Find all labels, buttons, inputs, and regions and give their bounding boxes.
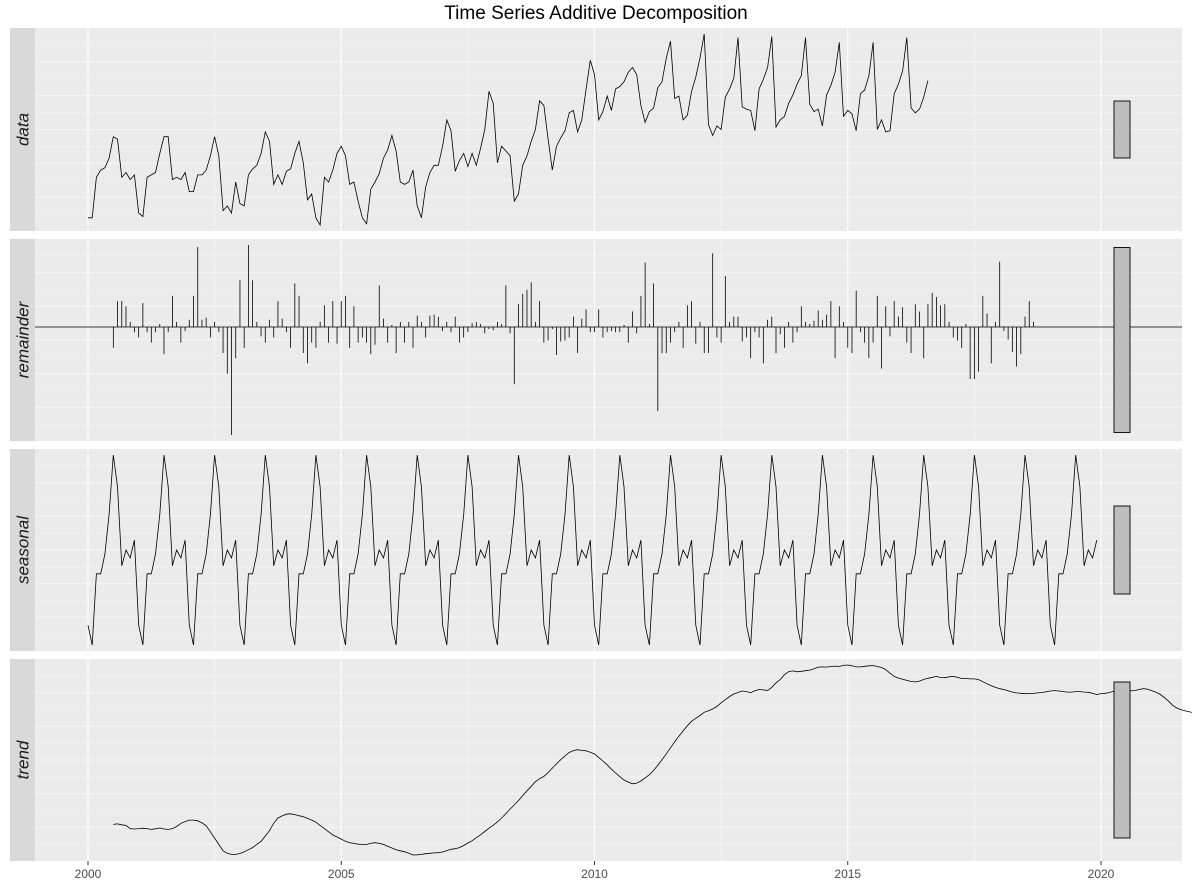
range-bar-trend	[1113, 681, 1131, 839]
x-tick-label: 2005	[328, 867, 355, 881]
series-line-data	[88, 33, 929, 227]
chart-title: Time Series Additive Decomposition	[444, 3, 748, 24]
strip-label-remainder: remainder	[14, 300, 33, 378]
strip-trend	[10, 659, 35, 861]
strip-seasonal	[10, 449, 35, 651]
range-bar-data	[1113, 100, 1131, 159]
panel-data: data	[10, 28, 1182, 231]
panels-group: data remainder seasonal trend	[10, 28, 1192, 861]
strip-label-data: data	[14, 113, 33, 146]
x-tick-label: 2000	[75, 867, 102, 881]
series-line-trend	[113, 664, 1192, 856]
range-bar-remainder	[1113, 247, 1131, 433]
range-bar-seasonal	[1113, 505, 1131, 595]
panel-remainder: remainder	[10, 239, 1182, 441]
x-axis: 2000 2005 2010 2015 2020	[75, 861, 1115, 881]
x-tick-label: 2015	[834, 867, 861, 881]
strip-label-trend: trend	[14, 740, 33, 779]
x-tick-label: 2010	[581, 867, 608, 881]
x-tick-label: 2020	[1088, 867, 1115, 881]
series-line-seasonal	[87, 454, 1098, 646]
panel-trend: trend	[10, 659, 1192, 861]
panel-seasonal: seasonal	[10, 449, 1182, 651]
strip-data	[10, 28, 35, 231]
strip-label-seasonal: seasonal	[14, 515, 33, 584]
strip-remainder	[10, 239, 35, 441]
